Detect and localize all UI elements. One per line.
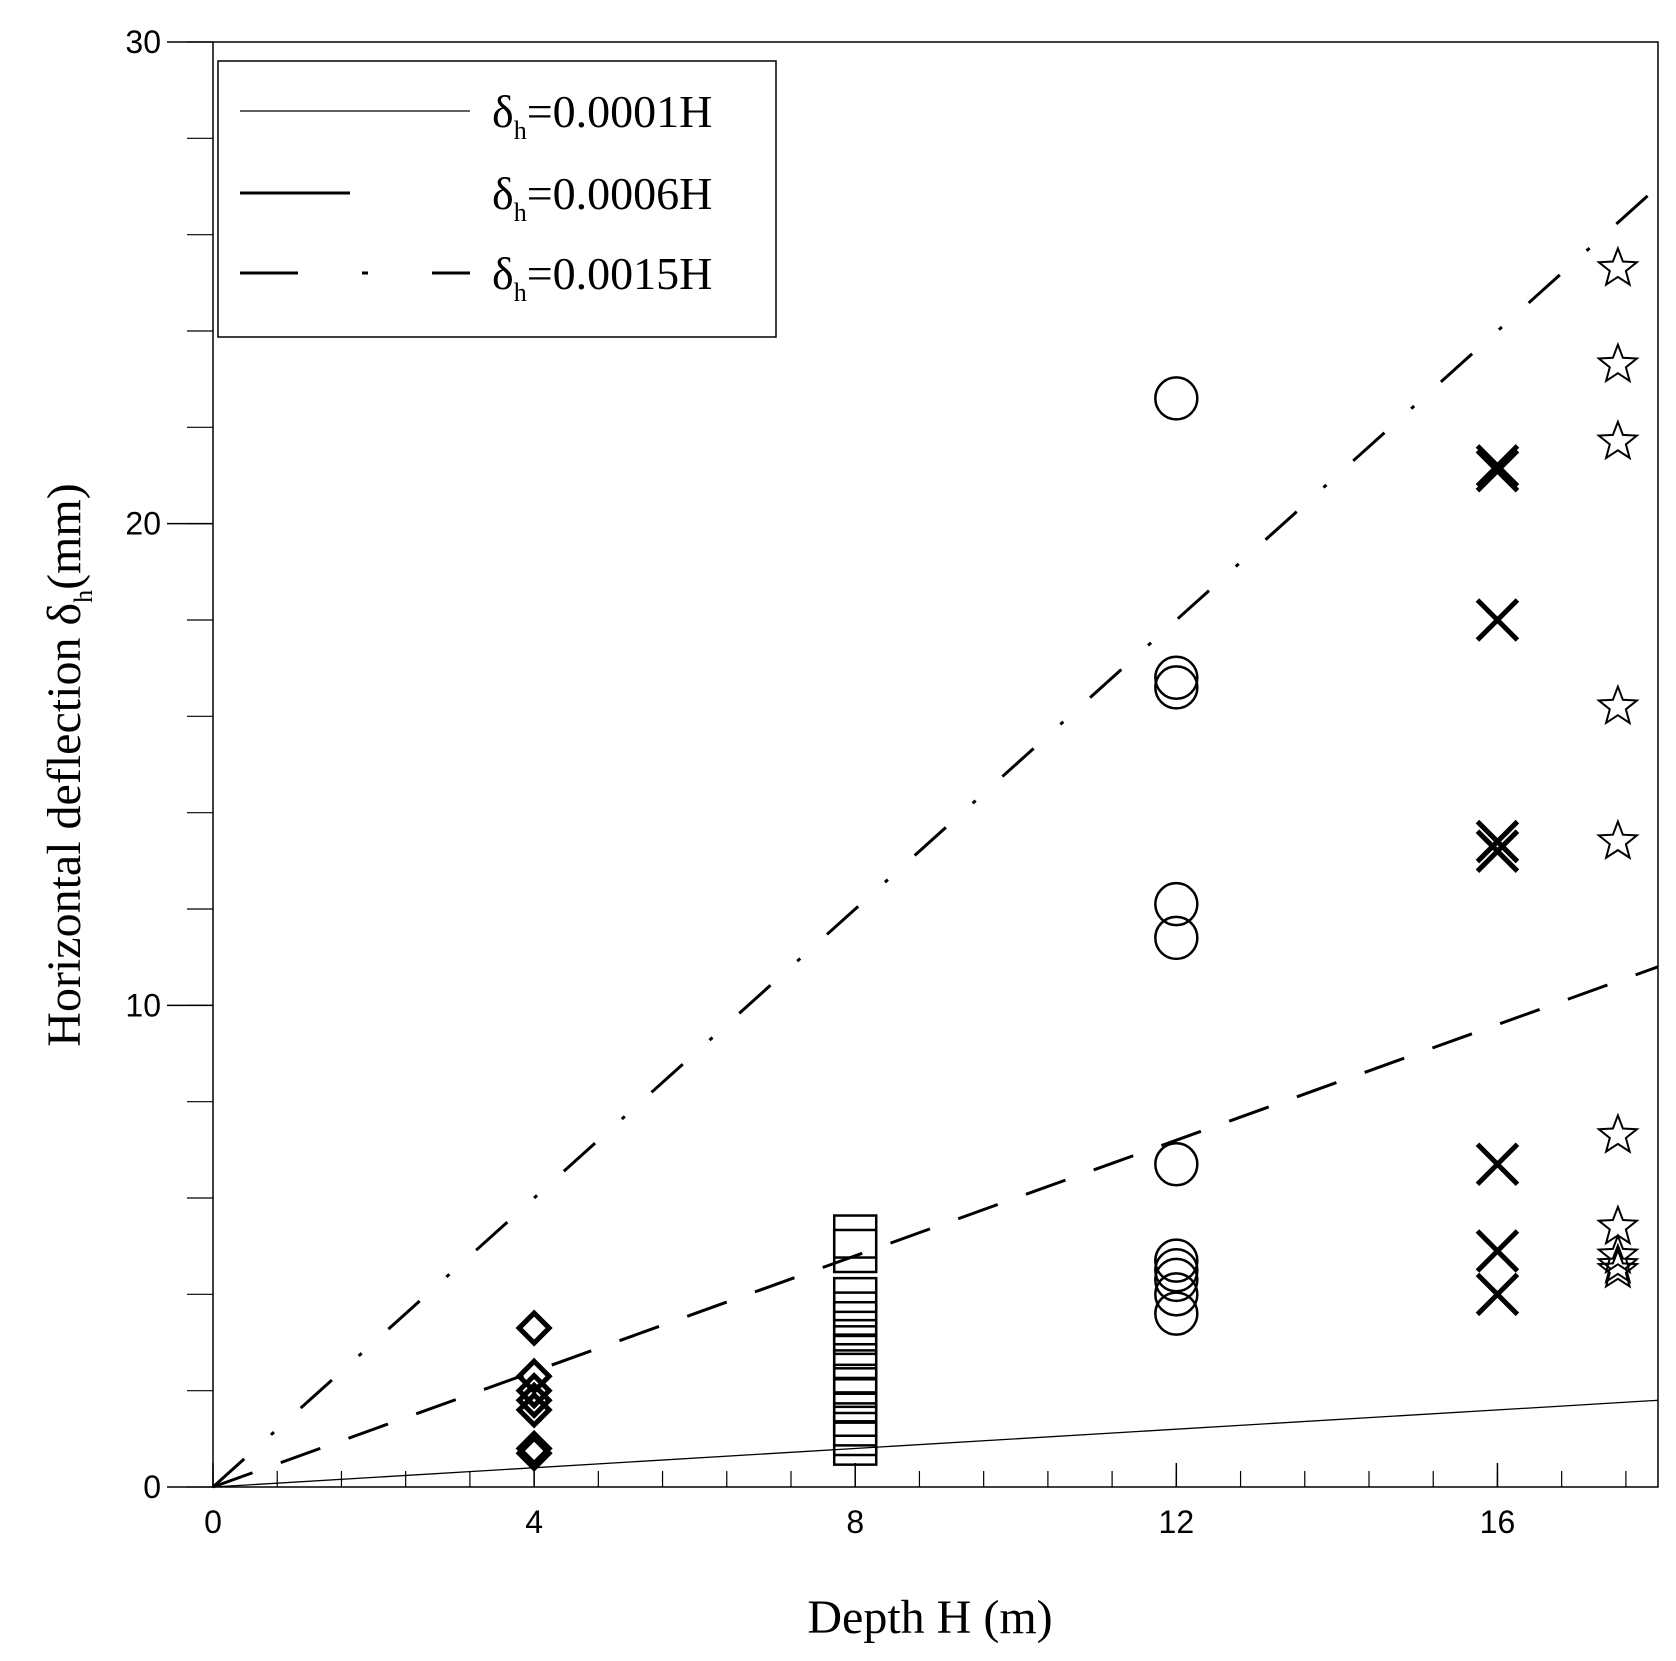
- circle-marker: [1154, 1272, 1199, 1317]
- circle-marker: [1154, 915, 1199, 961]
- diamond-marker: [515, 1391, 553, 1429]
- plot-frame: [212, 41, 1659, 1488]
- legend-box: [217, 60, 777, 338]
- y-tick-label: 0: [143, 1469, 161, 1505]
- x-tick-label: 0: [204, 1504, 222, 1540]
- diamond-marker: [515, 1381, 553, 1419]
- x-marker: [1475, 598, 1520, 642]
- x-marker: [1475, 829, 1520, 873]
- circle-marker: [1154, 881, 1199, 927]
- y-tick-label: 10: [125, 987, 161, 1023]
- x-marker: [1475, 1142, 1520, 1187]
- star-marker: [1596, 245, 1640, 287]
- square-marker: [832, 1421, 878, 1466]
- legend-label-main: δ: [492, 248, 514, 299]
- x-tick-label: 8: [846, 1504, 864, 1540]
- x-marker: [1475, 448, 1520, 493]
- y-tick-label: 30: [125, 24, 161, 60]
- diamond-marker: [515, 1309, 553, 1347]
- circle-marker: [1154, 376, 1199, 421]
- legend-label-rest: =0.0001H: [527, 86, 713, 137]
- star-marker: [1596, 1242, 1640, 1284]
- legend-label: δh=0.0006H: [492, 168, 712, 227]
- diamond-marker: [515, 1357, 553, 1395]
- star-marker: [1596, 818, 1640, 860]
- reference-lines: [211, 185, 1660, 1489]
- x-tick-label: 4: [525, 1504, 543, 1540]
- y-tick-label: 20: [125, 506, 161, 542]
- x-axis-title: Depth H (m): [807, 1591, 1052, 1644]
- legend-label: δh=0.0001H: [492, 86, 712, 145]
- x-marker: [1475, 1272, 1520, 1317]
- circle-marker: [1154, 1142, 1199, 1187]
- star-marker: [1596, 418, 1640, 461]
- legend-label-rest: =0.0015H: [527, 248, 713, 299]
- diamond-marker: [515, 1429, 553, 1468]
- legend-label-main: δ: [492, 168, 514, 219]
- x-marker: [1475, 444, 1520, 488]
- legend-label-sub: h: [514, 278, 527, 307]
- data-points: [515, 245, 1640, 1472]
- diamond-marker: [515, 1434, 553, 1472]
- circle-marker: [1154, 1291, 1199, 1336]
- reference-line-dashed: [212, 965, 1659, 1489]
- x-tick-label: 16: [1480, 1504, 1516, 1540]
- x-tick-label: 12: [1159, 1504, 1195, 1540]
- star-marker: [1596, 341, 1640, 384]
- x-marker: [1475, 1229, 1520, 1273]
- circle-marker: [1154, 1257, 1199, 1303]
- legend-label-sub: h: [514, 116, 527, 145]
- star-marker: [1596, 1112, 1640, 1154]
- x-marker: [1475, 819, 1520, 864]
- star-marker: [1596, 683, 1640, 726]
- star-marker: [1596, 1247, 1640, 1289]
- y-axis-title-unit: (mm): [38, 483, 91, 590]
- legend-label: δh=0.0015H: [492, 248, 712, 307]
- legend-label-sub: h: [514, 198, 527, 227]
- axis-labels: Depth H (m) Horizontal deflection δh(mm): [38, 483, 1053, 1644]
- legend-label-rest: =0.0006H: [527, 168, 713, 219]
- diamond-marker: [515, 1372, 553, 1410]
- y-axis-title-sub: h: [69, 590, 98, 603]
- circle-marker: [1154, 1248, 1199, 1293]
- reference-line-dash-dot: [211, 185, 1660, 1489]
- legend-label-main: δ: [492, 86, 514, 137]
- y-axis-title-main: Horizontal deflection δ: [38, 603, 91, 1047]
- circle-marker: [1154, 1238, 1199, 1283]
- circle-marker: [1154, 655, 1199, 701]
- square-marker: [832, 1228, 878, 1274]
- circle-marker: [1154, 665, 1199, 710]
- star-marker: [1596, 1232, 1640, 1275]
- axes: 0 4 8 12 16 0 10 20 30: [125, 24, 1659, 1540]
- y-axis-title: Horizontal deflection δh(mm): [38, 483, 98, 1046]
- reference-line-solid: [212, 1399, 1659, 1488]
